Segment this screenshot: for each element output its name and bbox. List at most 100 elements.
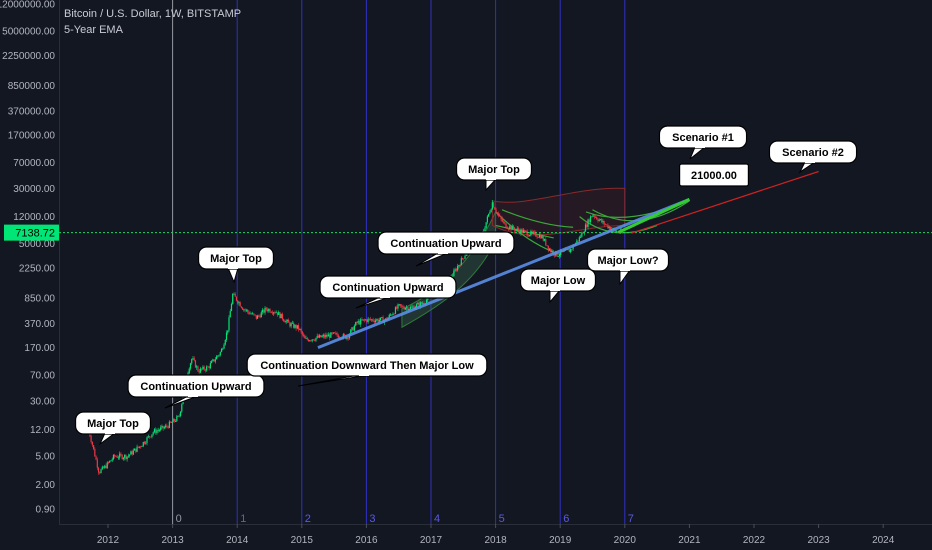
candle-body bbox=[191, 359, 193, 364]
candle-body bbox=[402, 305, 404, 308]
candle-body bbox=[101, 466, 103, 470]
candle-body bbox=[320, 335, 322, 338]
candle-body bbox=[102, 466, 105, 468]
candle-body bbox=[545, 239, 547, 246]
candle-body bbox=[264, 307, 266, 313]
candle-body bbox=[485, 222, 487, 229]
candle-body bbox=[464, 255, 466, 259]
candle-body bbox=[505, 223, 507, 229]
candle-body bbox=[126, 456, 128, 460]
candle-body bbox=[161, 425, 163, 428]
candle-body bbox=[415, 304, 418, 308]
x-tick-label: 2013 bbox=[161, 535, 184, 546]
candle-body bbox=[343, 334, 346, 336]
candle-body bbox=[453, 270, 455, 277]
candle-body bbox=[260, 312, 262, 318]
callout-tail-mask bbox=[188, 394, 198, 397]
y-tick-label: 0.90 bbox=[36, 505, 56, 516]
candle-body bbox=[177, 415, 179, 417]
candle-body bbox=[219, 352, 221, 356]
candle-body bbox=[499, 215, 501, 217]
candle-body bbox=[609, 226, 611, 230]
candle-body bbox=[509, 226, 511, 229]
candle-body bbox=[336, 333, 338, 336]
candle-body bbox=[587, 219, 589, 227]
candle-body bbox=[577, 240, 579, 242]
y-tick-label: 2.00 bbox=[36, 480, 56, 491]
candle-body bbox=[378, 319, 380, 322]
candle-body bbox=[367, 318, 369, 322]
candle-body bbox=[129, 454, 131, 456]
candle-body bbox=[148, 436, 151, 437]
candle-body bbox=[374, 320, 377, 323]
candle-body bbox=[120, 453, 122, 455]
candle-body bbox=[550, 248, 552, 253]
candle-body bbox=[112, 454, 115, 460]
annotation-callout-0: Major Top bbox=[74, 411, 152, 446]
candle-body bbox=[350, 329, 352, 335]
candle-body bbox=[379, 317, 382, 320]
candle-body bbox=[406, 307, 408, 309]
candle-body bbox=[229, 311, 231, 318]
candle-body bbox=[371, 319, 373, 321]
candle-body bbox=[456, 266, 459, 271]
cycle-label-5: 5 bbox=[499, 513, 505, 525]
candle-body bbox=[194, 360, 197, 368]
candle-body bbox=[497, 213, 500, 216]
candle-body bbox=[274, 312, 276, 314]
candle-body bbox=[243, 309, 245, 311]
candle-body bbox=[488, 213, 490, 217]
candle-body bbox=[546, 245, 548, 246]
y-tick-label: 12.00 bbox=[30, 425, 55, 436]
candle-body bbox=[309, 340, 311, 342]
candle-body bbox=[170, 421, 172, 423]
candle-body bbox=[584, 224, 587, 232]
candle-body bbox=[269, 309, 271, 313]
candle-body bbox=[171, 422, 173, 424]
candle-body bbox=[324, 335, 326, 338]
candle-body bbox=[283, 319, 285, 321]
candle-body bbox=[197, 366, 199, 372]
y-axis: 12000000.00 5000000.00 2250000.00 850000.00… bbox=[0, 0, 59, 516]
candle-body bbox=[119, 453, 121, 458]
candle-body bbox=[271, 312, 274, 314]
candle-body bbox=[151, 434, 153, 438]
candle-body bbox=[495, 209, 497, 213]
candle-body bbox=[330, 332, 332, 338]
candle-body bbox=[596, 217, 598, 220]
annotation-callout-6: Major Top bbox=[455, 157, 533, 192]
x-tick-label: 2020 bbox=[614, 535, 637, 546]
candle-body bbox=[458, 265, 460, 267]
candle-body bbox=[265, 307, 267, 310]
candle-body bbox=[99, 472, 101, 474]
cycle-label-4: 4 bbox=[434, 513, 440, 525]
cycle-label-3: 3 bbox=[369, 513, 375, 525]
cycle-label-7: 7 bbox=[628, 513, 634, 525]
candle-body bbox=[138, 446, 141, 448]
callout-tail-mask bbox=[805, 160, 815, 163]
candle-body bbox=[198, 371, 200, 373]
candle-body bbox=[335, 333, 337, 334]
candle-body bbox=[239, 302, 241, 307]
candle-body bbox=[356, 322, 358, 323]
candle-body bbox=[526, 231, 528, 236]
candle-body bbox=[392, 313, 394, 316]
candle-body bbox=[396, 307, 398, 309]
callout-tail-mask bbox=[438, 251, 448, 254]
candle-body bbox=[353, 325, 356, 331]
candle-body bbox=[235, 296, 238, 301]
candle-body bbox=[614, 229, 616, 232]
cycle-lines: 0 1 2 3 4 5 6 7 bbox=[172, 0, 634, 525]
candle-body bbox=[352, 327, 354, 331]
callout-tail-mask bbox=[695, 145, 705, 148]
candle-body bbox=[568, 249, 570, 253]
annotation-callout-2: Major Top bbox=[197, 246, 275, 284]
candle-body bbox=[311, 339, 313, 341]
candle-body bbox=[289, 322, 291, 327]
candle-body bbox=[238, 302, 240, 304]
callout-tail-mask bbox=[359, 373, 369, 376]
callout-label: Scenario #2 bbox=[782, 147, 844, 159]
candle-body bbox=[176, 416, 178, 421]
candle-body bbox=[522, 230, 525, 233]
